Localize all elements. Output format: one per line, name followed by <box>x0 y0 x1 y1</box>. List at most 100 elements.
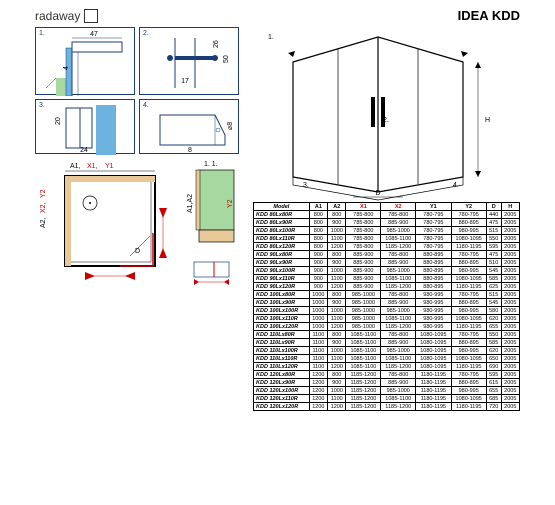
table-row: KDD 110Lx110R110011001085-11001085-11001… <box>254 355 520 363</box>
cell: 880-895 <box>416 251 451 259</box>
cell: 780-795 <box>416 227 451 235</box>
cell: 2005 <box>501 227 519 235</box>
cell: 1085-1100 <box>346 331 381 339</box>
cell: 885-900 <box>346 275 381 283</box>
diag-num: 3. <box>39 102 45 109</box>
cell: 985-1000 <box>346 307 381 315</box>
cell: 1185-1200 <box>381 243 416 251</box>
cell: 2005 <box>501 387 519 395</box>
cell: 1200 <box>309 387 327 395</box>
cell: 1080-1095 <box>451 355 486 363</box>
cell: 885-900 <box>381 379 416 387</box>
table-row: KDD 120Lx80R12008001185-1200785-8001180-… <box>254 371 520 379</box>
cell: 780-795 <box>451 331 486 339</box>
cell: KDD 120Lx100R <box>254 387 310 395</box>
cell: 440 <box>486 211 501 219</box>
cell: 785-800 <box>346 211 381 219</box>
svg-text:X2,: X2, <box>40 202 47 213</box>
table-row: KDD 100Lx80R1000800985-1000785-800980-99… <box>254 291 520 299</box>
cell: 1100 <box>328 275 346 283</box>
cell: KDD 120Lx80R <box>254 371 310 379</box>
cell: 1080-1095 <box>451 235 486 243</box>
cell: 1180-1195 <box>416 371 451 379</box>
svg-text:X1,: X1, <box>87 163 98 170</box>
cell: 780-795 <box>416 235 451 243</box>
cell: 880-895 <box>416 275 451 283</box>
cell: 900 <box>309 259 327 267</box>
cell: 1080-1095 <box>416 347 451 355</box>
cell: 785-800 <box>381 211 416 219</box>
cell: 785-800 <box>346 235 381 243</box>
cell: 980-995 <box>416 291 451 299</box>
cell: KDD 110Lx120R <box>254 363 310 371</box>
cell: 2005 <box>501 235 519 243</box>
cell: 985-1000 <box>381 387 416 395</box>
cell: 595 <box>486 243 501 251</box>
cell: 1185-1200 <box>381 283 416 291</box>
col-header: H <box>501 203 519 211</box>
cell: 985-1000 <box>381 227 416 235</box>
cell: 785-800 <box>381 331 416 339</box>
cell: 1100 <box>309 363 327 371</box>
cell: 980-995 <box>451 227 486 235</box>
cell: 800 <box>328 211 346 219</box>
cell: KDD 100Lx120R <box>254 323 310 331</box>
svg-text:20: 20 <box>55 117 62 125</box>
cell: 2005 <box>501 291 519 299</box>
plan-view-detail <box>184 252 240 288</box>
cell: 1100 <box>328 235 346 243</box>
detail-diagram-2: 2. 17 50 26 <box>139 27 239 95</box>
cell: 780-795 <box>416 211 451 219</box>
table-row: KDD 120Lx100R120010001185-1200985-100011… <box>254 387 520 395</box>
col-header: A2 <box>328 203 346 211</box>
cell: 985-1000 <box>346 299 381 307</box>
diag-num: 4. <box>143 102 149 109</box>
cell: 880-895 <box>451 299 486 307</box>
table-row: KDD 110Lx100R110010001085-1100985-100010… <box>254 347 520 355</box>
table-row: KDD 110Lx120R110012001085-11001185-12001… <box>254 363 520 371</box>
cell: 585 <box>486 275 501 283</box>
cell: 880-895 <box>416 283 451 291</box>
cell: 1080-1095 <box>451 275 486 283</box>
cell: 1085-1100 <box>381 355 416 363</box>
cell: 1100 <box>328 315 346 323</box>
cell: 1180-1195 <box>416 395 451 403</box>
cell: 785-800 <box>381 251 416 259</box>
cell: 885-900 <box>381 339 416 347</box>
cell: 880-895 <box>451 339 486 347</box>
cell: 800 <box>309 235 327 243</box>
svg-text:8: 8 <box>188 147 192 154</box>
table-row: KDD 80Lx110R8001100785-8001085-1100780-7… <box>254 235 520 243</box>
cell: 1080-1095 <box>451 315 486 323</box>
cell: 2005 <box>501 315 519 323</box>
cell: 625 <box>486 283 501 291</box>
cell: 2005 <box>501 403 519 411</box>
cell: 880-895 <box>451 259 486 267</box>
table-row: KDD 110Lx90R11009001085-1100885-9001080-… <box>254 339 520 347</box>
svg-text:D: D <box>135 248 140 255</box>
svg-text:Y2: Y2 <box>40 189 47 198</box>
svg-text:1. 1.: 1. 1. <box>204 161 218 168</box>
cell: KDD 110Lx90R <box>254 339 310 347</box>
cell: 785-800 <box>381 371 416 379</box>
cell: 1000 <box>328 227 346 235</box>
cell: 980-995 <box>416 315 451 323</box>
cell: 595 <box>486 371 501 379</box>
cell: 1080-1095 <box>416 363 451 371</box>
plan-row: A1, X1, Y1 A2, X2, Y2 <box>35 158 245 288</box>
detail-diagram-4: 4. 8 ⌀8 <box>139 99 239 154</box>
cell: 650 <box>486 355 501 363</box>
table-row: KDD 100Lx100R10001000985-1000985-1000980… <box>254 307 520 315</box>
cell: 800 <box>328 331 346 339</box>
cell: 1085-1100 <box>381 315 416 323</box>
cell: 615 <box>486 379 501 387</box>
svg-text:26: 26 <box>213 40 220 48</box>
cell: 885-900 <box>346 259 381 267</box>
diagrams-row-1: 1. 47 4 2. <box>35 27 245 95</box>
cell: 980-995 <box>451 387 486 395</box>
cell: 2005 <box>501 259 519 267</box>
cell: 780-795 <box>451 211 486 219</box>
cell: 1200 <box>328 403 346 411</box>
table-row: KDD 90Lx90R900900885-900885-900880-89588… <box>254 259 520 267</box>
table-row: KDD 120Lx110R120011001185-12001085-11001… <box>254 395 520 403</box>
